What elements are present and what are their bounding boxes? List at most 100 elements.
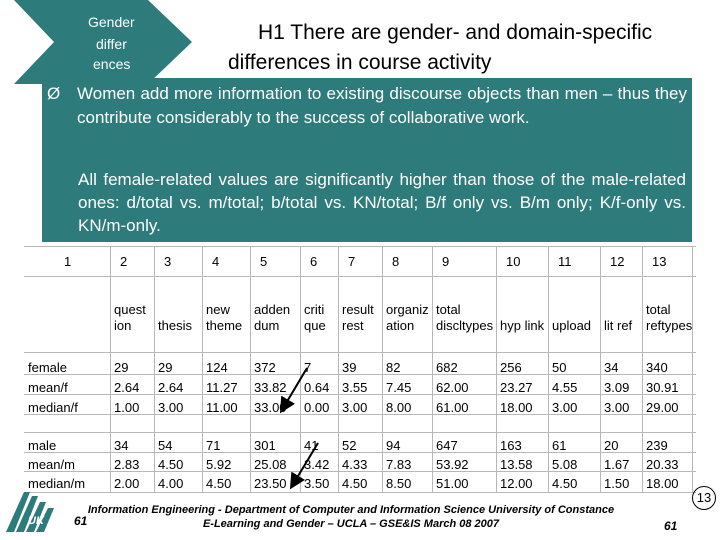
grid-line xyxy=(24,452,696,453)
grid-line xyxy=(110,246,111,492)
table-cell: 61.00 xyxy=(436,400,469,415)
findings-paragraph: All female-related values are significan… xyxy=(78,170,686,235)
column-header: upload xyxy=(552,318,592,333)
grid-line xyxy=(300,246,301,492)
row-label: mean/m xyxy=(28,457,75,472)
table-cell: 33.82 xyxy=(254,380,287,395)
table-cell: 29 xyxy=(114,360,129,375)
page-number-left: 61 xyxy=(74,514,88,528)
column-header: criti xyxy=(304,302,325,317)
grid-line xyxy=(692,246,693,492)
table-cell: 4.50 xyxy=(342,476,368,491)
table-cell: 29 xyxy=(158,360,173,375)
column-number: 10 xyxy=(506,254,521,269)
table-cell: 2.00 xyxy=(114,476,140,491)
grid-line xyxy=(24,471,696,472)
page-number-right: 61 xyxy=(664,519,678,533)
table-cell: 39 xyxy=(342,360,357,375)
column-header: dum xyxy=(254,318,280,333)
title-line-1: H1 There are gender- and domain-specific xyxy=(258,21,653,44)
table-cell: 372 xyxy=(254,360,276,375)
table-cell: 256 xyxy=(500,360,522,375)
table-cell: 1.67 xyxy=(604,457,630,472)
grid-line xyxy=(24,276,696,277)
column-number: 9 xyxy=(442,254,450,269)
table-cell: 2.64 xyxy=(158,380,184,395)
grid-line xyxy=(600,246,601,492)
chevron-shape xyxy=(14,0,192,84)
column-header: total xyxy=(646,302,671,317)
column-number: 2 xyxy=(120,254,128,269)
grid-line xyxy=(24,352,696,353)
table-cell: 29.00 xyxy=(646,400,679,415)
table-cell: 647 xyxy=(436,438,458,453)
table-cell: 25.08 xyxy=(254,457,287,472)
table-cell: 51.00 xyxy=(436,476,469,491)
table-cell: 12.00 xyxy=(500,476,533,491)
column-number: 8 xyxy=(392,254,400,269)
column-header: ation xyxy=(386,318,415,333)
grid-line xyxy=(496,246,497,492)
table-cell: 4.55 xyxy=(552,380,578,395)
table-cell: 1.50 xyxy=(604,476,630,491)
grid-line xyxy=(154,246,155,492)
table-cell: 23.27 xyxy=(500,380,533,395)
column-header: new xyxy=(206,302,230,317)
table-cell: 11.00 xyxy=(206,400,238,415)
grid-line xyxy=(250,246,251,492)
table-cell: 3.55 xyxy=(342,380,368,395)
grid-line xyxy=(432,246,433,492)
column-number: 11 xyxy=(558,254,572,269)
column-number: 3 xyxy=(164,254,172,269)
footer-line-1: Information Engineering - Department of … xyxy=(87,504,615,516)
table-cell: 8.00 xyxy=(386,400,412,415)
grid-line xyxy=(382,246,383,492)
grid-line xyxy=(24,374,696,375)
table-cell: 682 xyxy=(436,360,458,375)
table-cell: 301 xyxy=(254,438,276,453)
table-cell: 239 xyxy=(646,438,668,453)
table-cell: 2.83 xyxy=(114,457,140,472)
table-cell: 50 xyxy=(552,360,567,375)
table-cell: 18.00 xyxy=(646,476,679,491)
table-cell: 33.00 xyxy=(254,400,287,415)
table-cell: 54 xyxy=(158,438,173,453)
row-label: mean/f xyxy=(28,380,68,395)
table-cell: 62.00 xyxy=(436,380,469,395)
row-label: male xyxy=(28,438,57,453)
table-cell: 3.00 xyxy=(552,400,578,415)
grid-line xyxy=(642,246,643,492)
table-cell: 18.00 xyxy=(500,400,533,415)
table-cell: 52 xyxy=(342,438,357,453)
table-cell: 20.33 xyxy=(646,457,679,472)
chevron-line-2: differ xyxy=(96,36,127,52)
table-cell: 7.45 xyxy=(386,380,412,395)
table-cell: 0.00 xyxy=(304,400,330,415)
table-cell: 4.50 xyxy=(206,476,232,491)
table-cell: 4.00 xyxy=(158,476,184,491)
table-cell: 20 xyxy=(604,438,619,453)
table-cell: 34 xyxy=(604,360,619,375)
column-header: lit ref xyxy=(604,318,633,333)
table-cell: 3.09 xyxy=(604,380,630,395)
table-cell: 3.00 xyxy=(604,400,630,415)
column-header: ion xyxy=(114,318,132,333)
table-cell: 30.91 xyxy=(646,380,679,395)
column-number: 6 xyxy=(310,254,318,269)
column-header: discltypes xyxy=(436,318,494,333)
column-header: organiz xyxy=(386,302,429,317)
column-header: que xyxy=(304,318,326,333)
bullet-text: Women add more information to existing d… xyxy=(77,84,687,127)
svg-text:UK: UK xyxy=(28,515,45,527)
column-number: 4 xyxy=(212,254,220,269)
table-cell: 8.50 xyxy=(386,476,412,491)
grid-line xyxy=(24,394,696,395)
table-cell: 1.00 xyxy=(114,400,140,415)
column-number: 12 xyxy=(610,254,625,269)
table-cell: 340 xyxy=(646,360,668,375)
column-number: 7 xyxy=(348,254,356,269)
table-cell: 5.92 xyxy=(206,457,232,472)
column-header: hyp link xyxy=(500,318,545,333)
data-table: 1 2 3 4 5 6 7 8 9 10 11 12 13 quest ion thesis new theme a… xyxy=(24,246,704,496)
column-header: quest xyxy=(114,302,146,317)
